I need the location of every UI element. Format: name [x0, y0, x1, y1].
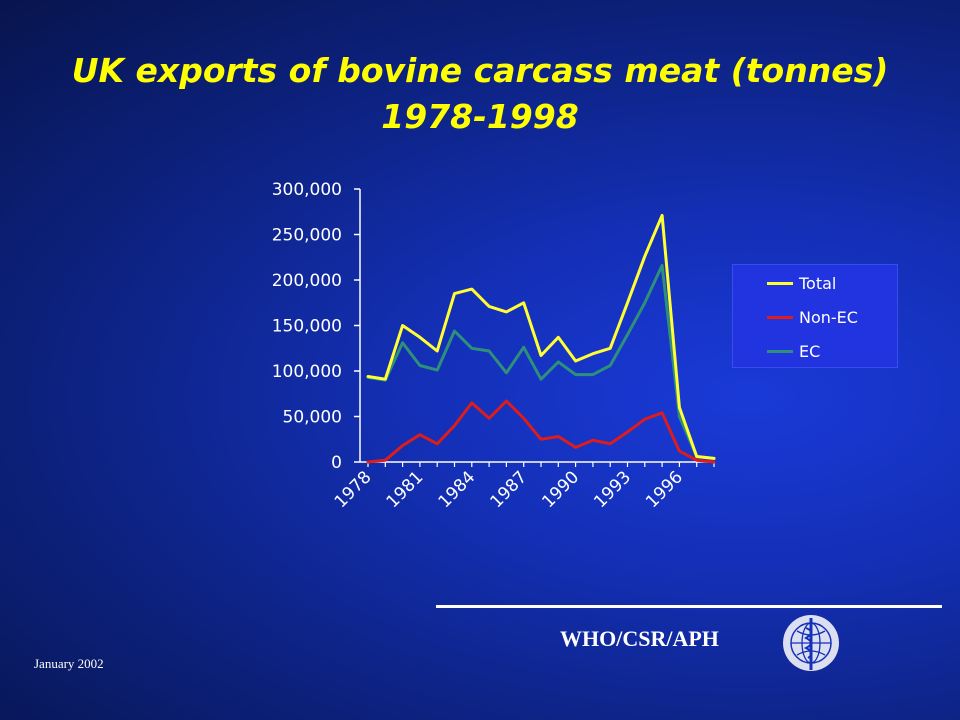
slide-title-line1: UK exports of bovine carcass meat (tonne… — [71, 51, 889, 90]
series-line-non-ec — [366, 399, 716, 464]
legend-label-non-ec: Non-EC — [799, 307, 858, 327]
y-tick-label: 300,000 — [272, 180, 342, 200]
series-lines — [366, 213, 716, 464]
chart-legend: Total Non-EC EC — [732, 264, 898, 368]
legend-swatch-ec — [767, 349, 793, 353]
y-tick-label: 250,000 — [272, 226, 342, 246]
footer-org-label: WHO/CSR/APH — [560, 626, 719, 651]
footer-date: January 2002 — [34, 656, 104, 671]
x-tick-label: 1984 — [435, 467, 480, 512]
slide-title-line2: 1978-1998 — [381, 97, 579, 136]
x-tick-label: 1981 — [383, 467, 428, 512]
y-tick-label: 50,000 — [283, 408, 342, 428]
legend-item-ec: EC — [767, 339, 820, 363]
y-tick-label: 200,000 — [272, 271, 342, 291]
y-tick-label: 0 — [331, 453, 342, 473]
legend-label-ec: EC — [799, 341, 821, 361]
series-line-total — [366, 213, 716, 460]
x-tick-label: 1990 — [538, 467, 583, 512]
series-line-ec — [366, 263, 716, 460]
legend-swatch-total — [767, 281, 793, 285]
slide-title: UK exports of bovine carcass meat (tonne… — [0, 48, 960, 140]
who-emblem-icon — [783, 615, 839, 671]
footer-divider — [436, 605, 942, 608]
x-tick-label: 1978 — [331, 467, 376, 512]
x-axis: 1978 1981 1984 1987 1990 1993 1996 — [331, 461, 715, 512]
legend-item-total: Total — [767, 271, 836, 295]
legend-item-non-ec: Non-EC — [767, 305, 858, 329]
legend-label-total: Total — [799, 273, 837, 293]
y-axis: 0 50,000 100,000 150,000 200,000 250,000 300,0… — [272, 180, 361, 473]
x-tick-label: 1993 — [590, 467, 635, 512]
y-tick-label: 100,000 — [272, 362, 342, 382]
legend-swatch-non-ec — [767, 315, 793, 319]
y-tick-label: 150,000 — [272, 317, 342, 337]
x-tick-label: 1987 — [487, 467, 532, 512]
x-tick-label: 1996 — [642, 467, 687, 512]
